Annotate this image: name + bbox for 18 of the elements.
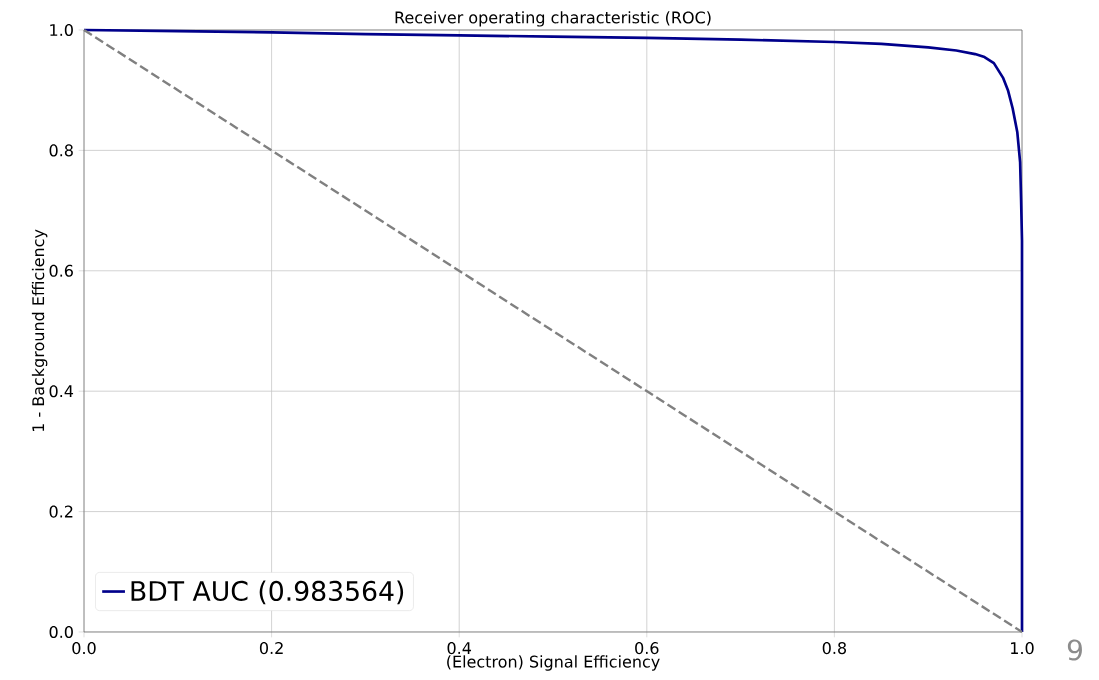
x-axis-title: (Electron) Signal Efficiency	[447, 655, 660, 671]
chart-title: Receiver operating characteristic (ROC)	[395, 11, 711, 27]
y-tick-label: 0.2	[49, 505, 73, 518]
y-tick-label: 0.4	[49, 385, 74, 398]
line-series	[82, 28, 1024, 634]
y-tick-label: 0.6	[49, 264, 73, 277]
x-tick-label: 1.0	[1011, 642, 1034, 655]
x-tick-label: 0.6	[635, 642, 659, 655]
text: 9	[1067, 639, 1082, 661]
legend-label: BDT AUC (0.983564)	[131, 580, 404, 605]
y-tick-label: 0.0	[49, 625, 73, 639]
x-tick-label: 0.8	[822, 642, 847, 655]
y-tick-label: 1.0	[50, 23, 73, 37]
x-tick-label: 0.4	[447, 642, 472, 655]
x-tick-label: 0.2	[259, 642, 283, 655]
y-tick-label: 0.8	[49, 144, 73, 157]
y-axis-title: 1 - Background Efficiency	[31, 229, 48, 432]
x-tick-label: 0.0	[72, 642, 96, 655]
